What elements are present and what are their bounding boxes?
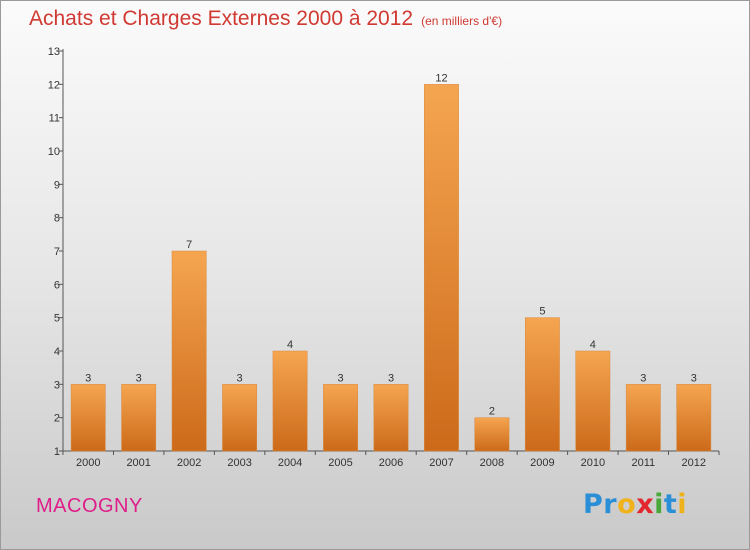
bar-value-label: 4: [590, 339, 596, 351]
y-tick-label: 7: [54, 246, 60, 258]
x-tick-label: 2005: [328, 457, 352, 469]
chart-subtitle: (en milliers d'€): [421, 14, 503, 28]
chart-title: Achats et Charges Externes 2000 à 2012 (e…: [29, 7, 502, 31]
bar: [121, 384, 157, 452]
bar-value-label: 3: [85, 372, 91, 384]
bar: [373, 384, 409, 452]
x-tick-label: 2012: [682, 457, 706, 469]
bar-value-label: 7: [186, 239, 192, 251]
x-tick-label: 2002: [177, 457, 201, 469]
bar-value-label: 3: [640, 372, 646, 384]
y-tick-label: 6: [54, 279, 60, 291]
chart-bars: [70, 84, 712, 452]
bar: [171, 250, 207, 452]
logo-letter: i: [677, 489, 688, 520]
bar-value-label: 3: [337, 372, 343, 384]
x-tick-label: 2004: [278, 457, 302, 469]
bar-value-label: 5: [539, 306, 545, 318]
logo-letter: r: [603, 489, 618, 520]
x-tick-label: 2001: [126, 457, 150, 469]
bar: [424, 84, 459, 452]
y-tick-label: 11: [49, 113, 60, 125]
bar: [323, 384, 358, 452]
bar-value-label: 3: [237, 372, 243, 384]
x-tick-label: 2000: [76, 457, 100, 469]
y-tick-label: 10: [48, 146, 60, 158]
proxiti-logo: Proxiti: [583, 489, 687, 520]
x-tick-label: 2011: [631, 457, 655, 469]
logo-letter: t: [663, 489, 678, 520]
x-tick-label: 2009: [530, 457, 554, 469]
x-tick-label: 2006: [379, 457, 403, 469]
bar: [70, 384, 106, 452]
x-tick-label: 2010: [581, 457, 605, 469]
bar: [222, 384, 258, 452]
y-tick-label: 5: [54, 313, 60, 325]
y-tick-label: 2: [54, 413, 60, 425]
bar-value-label: 3: [136, 372, 142, 384]
bar: [272, 350, 308, 452]
bar: [575, 350, 611, 452]
bar-value-label: 4: [287, 339, 293, 351]
y-tick-label: 4: [54, 346, 60, 358]
y-tick-label: 8: [54, 213, 60, 225]
y-tick-label: 3: [54, 379, 60, 391]
y-tick-label: 13: [48, 46, 60, 58]
logo-letter: i: [654, 489, 664, 520]
logo-letter: o: [617, 489, 637, 520]
chart-title-text: Achats et Charges Externes 2000 à 2012: [29, 7, 414, 30]
bar: [676, 384, 712, 452]
bar: [474, 417, 510, 452]
bar-value-label: 12: [435, 72, 447, 84]
chart-value-labels: 2000 3 2001 3 2002 7 2003 3 2004 4 2005 3 2006 3 2007 1…: [76, 72, 706, 469]
bar-value-label: 3: [691, 372, 697, 384]
commune-name: MACOGNY: [36, 495, 143, 517]
logo-letter: P: [583, 489, 604, 520]
bar-value-label: 3: [388, 372, 394, 384]
bar: [625, 384, 661, 452]
y-tick-label: 9: [54, 179, 60, 191]
y-tick-label: 12: [48, 79, 60, 91]
logo-letter: x: [636, 489, 655, 520]
bar: [524, 317, 560, 452]
x-tick-label: 2008: [480, 457, 504, 469]
x-tick-label: 2003: [227, 457, 251, 469]
x-tick-label: 2007: [429, 457, 453, 469]
y-tick-label: 1: [54, 446, 60, 458]
bar-value-label: 2: [489, 406, 495, 418]
